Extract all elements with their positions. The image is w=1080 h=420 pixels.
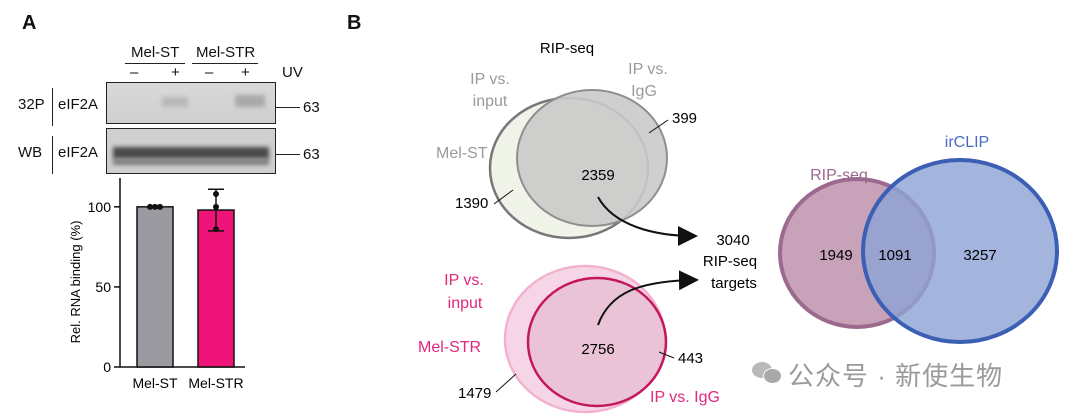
venn-rip-seq-only-count: 1949	[819, 247, 852, 264]
blot1-divider	[52, 88, 53, 126]
targets-label-1: RIP-seq	[703, 253, 757, 270]
panel-b-letter: B	[347, 12, 362, 34]
venn-st-ip-igg-label-1: IP vs.	[628, 61, 668, 78]
venn-str-overlap-count: 2756	[581, 341, 614, 358]
group-underline-mel-st	[125, 63, 185, 64]
group-label-mel-st: Mel-ST	[131, 44, 180, 61]
venn-str-ip-input-label-1: IP vs.	[444, 272, 484, 289]
uv-sign-3: –	[205, 64, 214, 81]
uv-sign-1: –	[130, 64, 139, 81]
uv-label: UV	[282, 64, 303, 81]
data-point-mel-st-2	[152, 203, 158, 210]
y-tick-label-0: 0	[103, 359, 111, 375]
arrow-from-mel-st	[597, 196, 698, 246]
venn-rip-seq-label: RIP-seq	[810, 167, 868, 184]
uv-sign-4: +	[241, 64, 250, 81]
blot2-image	[106, 128, 276, 174]
blot2-marker-tick	[276, 154, 300, 155]
watermark-text: 公众号 · 新使生物	[788, 361, 1004, 391]
y-tick-label-50: 50	[95, 279, 111, 295]
blot1-protein: eIF2A	[58, 96, 99, 113]
venn-st-ip-input-label-2: input	[473, 93, 508, 110]
blot2-protein: eIF2A	[58, 144, 99, 161]
data-point-mel-str-1	[213, 191, 219, 198]
blot2-marker-label: 63	[303, 146, 320, 163]
venn-str-right-count: 443	[678, 350, 703, 367]
venn-st-right-leader	[648, 119, 669, 134]
uv-sign-2: +	[171, 64, 180, 81]
venn-st-ip-input-label-1: IP vs.	[470, 71, 510, 88]
venn-str-ip-igg-label: IP vs. IgG	[650, 389, 720, 406]
venn-irclip-circle	[861, 158, 1059, 344]
arrow-from-mel-str	[597, 270, 699, 326]
venn-irclip-label: irCLIP	[945, 134, 989, 151]
targets-label-2: targets	[711, 275, 757, 292]
x-tick-label-mel-st: Mel-ST	[132, 375, 178, 391]
venn-st-left-leader	[493, 189, 514, 205]
venn-st-left-count: 1390	[455, 195, 488, 212]
venn-irclip-only-count: 3257	[963, 247, 996, 264]
venn-str-sample-label: Mel-STR	[418, 339, 481, 356]
blot2-method: WB	[18, 144, 43, 161]
blot1-marker-tick	[276, 107, 300, 108]
venn-str-left-leader	[495, 373, 517, 393]
venn-st-sample-label: Mel-ST	[436, 145, 488, 162]
venn-str-ip-igg-circle	[526, 276, 668, 408]
venn-st-overlap-count: 2359	[581, 167, 614, 184]
venn-st-ip-igg-label-2: IgG	[631, 83, 657, 100]
blot2-divider	[52, 136, 53, 174]
venn-str-right-leader	[658, 351, 675, 359]
venn-clip-overlap-count: 1091	[878, 247, 911, 264]
blot1-method: 32P	[18, 96, 45, 113]
rna-binding-bar-chart: 0 50 100 Rel. RNA binding (%) Mel-ST Mel-S…	[68, 178, 245, 391]
venn-str-left-count: 1479	[458, 385, 491, 402]
blot1-marker-label: 63	[303, 99, 320, 116]
data-point-mel-str-2	[213, 203, 219, 210]
venn-st-ip-igg-circle	[516, 89, 668, 227]
blot1-image	[106, 82, 276, 124]
wechat-icon	[752, 360, 782, 384]
data-point-mel-st-1	[147, 203, 153, 210]
bar-mel-str	[197, 209, 235, 368]
data-point-mel-str-3	[213, 226, 219, 233]
data-point-mel-st-3	[157, 203, 163, 210]
group-label-mel-str: Mel-STR	[196, 44, 256, 61]
venn-str-ip-input-label-2: input	[448, 295, 483, 312]
venn-st-right-count: 399	[672, 110, 697, 127]
panel-a-letter: A	[22, 12, 37, 34]
x-tick-label-mel-str: Mel-STR	[188, 375, 243, 391]
rip-seq-title: RIP-seq	[540, 40, 594, 57]
y-axis-label: Rel. RNA binding (%)	[68, 221, 83, 344]
targets-count: 3040	[716, 232, 749, 249]
group-underline-mel-str	[192, 63, 258, 64]
y-tick-label-100: 100	[88, 199, 112, 215]
